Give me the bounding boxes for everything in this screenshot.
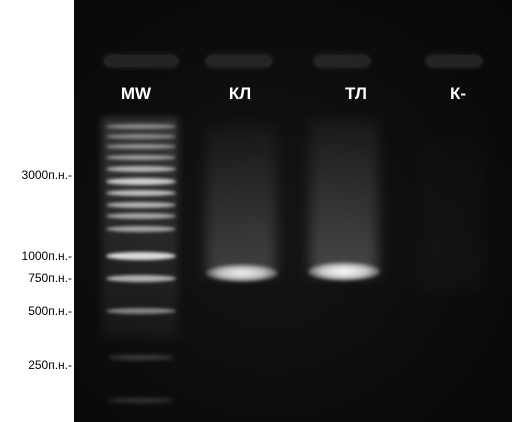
lane-label-kl: КЛ xyxy=(228,84,252,103)
ladder-band xyxy=(106,275,176,282)
ladder-band xyxy=(106,178,176,185)
sample-tl-smear xyxy=(310,120,378,275)
size-label-250: 250п.н.- xyxy=(28,358,72,372)
size-label-500: 500п.н.- xyxy=(28,304,72,318)
ladder-band xyxy=(108,398,174,403)
size-label-3000: 3000п.н.- xyxy=(21,168,72,182)
ladder-band xyxy=(106,144,176,149)
sample-kl-smear xyxy=(206,125,276,275)
ladder-band xyxy=(106,308,176,314)
ladder-band xyxy=(106,155,176,160)
ladder-band xyxy=(106,134,176,139)
gel-image: MW КЛ ТЛ К- xyxy=(74,0,512,422)
sample-kminus-smear xyxy=(419,140,485,290)
well-kminus xyxy=(426,55,482,67)
sample-tl-band xyxy=(308,262,380,281)
ladder-band xyxy=(106,190,176,196)
lane-label-mw: MW xyxy=(120,84,152,103)
size-label-750: 750п.н.- xyxy=(28,271,72,285)
ladder-band xyxy=(106,166,176,172)
size-label-1000: 1000п.н.- xyxy=(21,249,72,263)
ladder-band xyxy=(108,355,174,360)
ladder-band xyxy=(106,252,176,260)
ladder-band xyxy=(106,213,176,219)
ladder-band xyxy=(106,226,176,232)
sample-kl-band xyxy=(206,264,278,282)
ladder-band xyxy=(106,124,176,129)
ladder-band xyxy=(106,202,176,208)
well-mw xyxy=(104,55,178,67)
lane-label-kminus: К- xyxy=(449,84,467,103)
lane-label-tl: ТЛ xyxy=(345,84,367,103)
well-kl xyxy=(206,55,272,67)
well-tl xyxy=(314,55,370,67)
